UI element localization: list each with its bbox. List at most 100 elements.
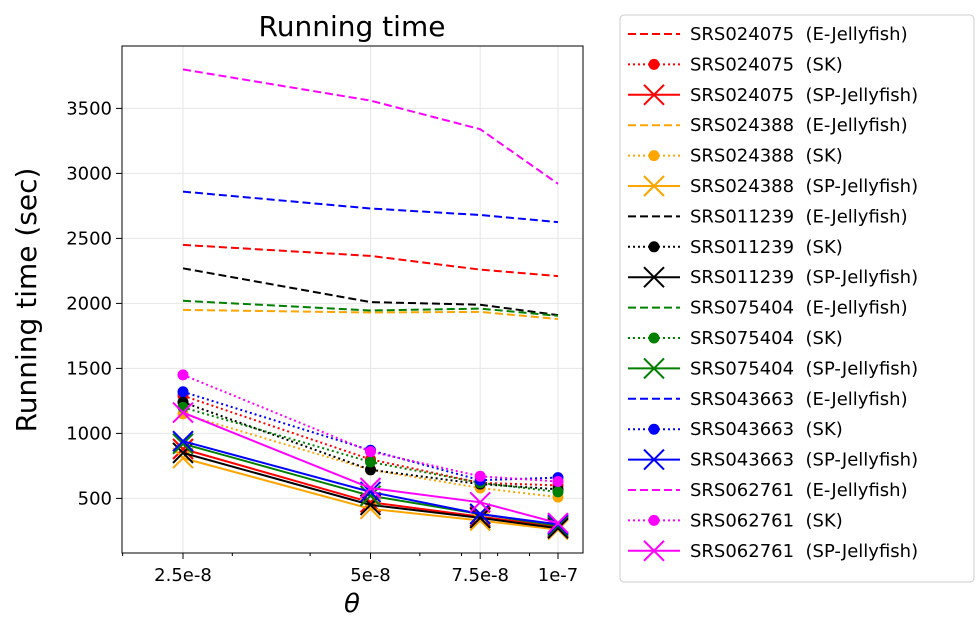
series-9: [182, 299, 559, 317]
legend-marker: [648, 58, 660, 70]
data-point: [469, 507, 491, 529]
legend-marker: [643, 175, 665, 197]
data-point: [552, 476, 564, 487]
legend-label: SRS062761 (SK): [690, 510, 843, 531]
series-15: [182, 68, 559, 185]
legend-marker: [643, 448, 665, 471]
series-line: [182, 457, 559, 531]
data-point-stroke: [469, 509, 491, 532]
series-line: [182, 190, 559, 224]
y-tick-label: 500: [78, 488, 112, 509]
legend-label: SRS024388 (SK): [690, 146, 843, 167]
data-point: [547, 512, 569, 534]
x-tick-label: 2.5e-8: [154, 565, 212, 586]
series-line: [182, 373, 559, 483]
legend-item-15: SRS062761 (E-Jellyfish): [628, 480, 908, 501]
legend-label: SRS075404 (SP-Jellyfish): [690, 358, 918, 379]
legend-marker-stroke: [643, 540, 665, 562]
chart-title: Running time: [259, 10, 446, 43]
series-12: [182, 190, 559, 224]
legend-label: SRS062761 (E-Jellyfish): [690, 480, 908, 501]
legend-item-13: SRS043663 (SK): [628, 419, 843, 440]
series-3: [182, 308, 559, 320]
legend-item-17: SRS062761 (SP-Jellyfish): [628, 540, 918, 562]
legend-label: SRS024075 (E-Jellyfish): [690, 24, 908, 45]
legend-item-9: SRS075404 (E-Jellyfish): [628, 298, 908, 319]
x-tick-label: 5e-8: [350, 565, 390, 586]
series-line: [182, 448, 559, 528]
axes: 2.5e-8 5e-8 7.5e-8 1e-7 500 1000 1500 2000 2500 3…: [66, 98, 578, 586]
series-line: [182, 440, 559, 526]
legend-marker: [643, 540, 665, 562]
legend-box: [619, 14, 975, 583]
legend-item-7: SRS011239 (SK): [628, 237, 843, 258]
series-17: [172, 401, 569, 534]
y-tick-label: 1000: [66, 423, 112, 444]
data-point: [172, 433, 194, 455]
legend-label: SRS024388 (E-Jellyfish): [690, 115, 908, 136]
data-point-stroke: [547, 512, 569, 534]
series-line: [182, 68, 559, 185]
legend-marker: [643, 357, 665, 380]
data-point-stroke: [469, 503, 491, 525]
legend-marker: [648, 514, 660, 526]
legend-label: SRS043663 (E-Jellyfish): [690, 389, 908, 410]
legend-label: SRS062761 (SP-Jellyfish): [690, 541, 918, 562]
plot-series: [172, 68, 569, 541]
legend-item-14: SRS043663 (SP-Jellyfish): [628, 448, 918, 471]
data-point: [469, 491, 491, 514]
legend-label: SRS024075 (SK): [690, 54, 843, 75]
data-point: [552, 486, 564, 498]
legend-item-6: SRS011239 (E-Jellyfish): [628, 206, 908, 227]
legend-marker-stroke: [643, 175, 665, 197]
y-axis-label: Running time (sec): [10, 168, 43, 433]
series-line: [182, 406, 559, 493]
legend-marker-stroke: [643, 448, 665, 471]
series-line: [182, 267, 559, 317]
legend-item-4: SRS024388 (SK): [628, 146, 843, 167]
legend-label: SRS075404 (SK): [690, 328, 843, 349]
legend-marker: [648, 150, 660, 162]
data-point-stroke: [172, 433, 194, 455]
data-point-stroke: [469, 491, 491, 514]
legend-item-3: SRS024388 (E-Jellyfish): [628, 115, 908, 136]
legend-item-1: SRS024075 (SK): [628, 54, 843, 75]
legend-label: SRS024075 (SP-Jellyfish): [690, 85, 918, 106]
x-tick-label: 1e-7: [538, 565, 578, 586]
data-point-stroke: [547, 517, 569, 540]
data-point-stroke: [172, 430, 194, 452]
legend-item-5: SRS024388 (SP-Jellyfish): [628, 175, 918, 197]
legend-marker: [648, 332, 660, 344]
legend-item-10: SRS075404 (SK): [628, 328, 843, 349]
legend-label: SRS043663 (SK): [690, 419, 843, 440]
series-line: [182, 411, 559, 525]
x-axis-label: θ: [344, 589, 360, 618]
data-point: [172, 430, 194, 452]
legend-marker: [643, 84, 665, 106]
legend-marker: [648, 423, 660, 435]
data-point: [469, 503, 491, 525]
data-point: [172, 401, 194, 424]
legend: SRS024075 (E-Jellyfish) SRS024075 (SK) SRS…: [619, 14, 975, 583]
y-tick-label: 2500: [66, 228, 112, 249]
data-point: [359, 477, 382, 499]
legend-marker-stroke: [643, 357, 665, 380]
data-point: [177, 386, 189, 398]
legend-item-11: SRS075404 (SP-Jellyfish): [628, 357, 918, 380]
data-point: [474, 470, 486, 482]
data-point: [365, 456, 376, 468]
legend-label: SRS075404 (E-Jellyfish): [690, 298, 908, 319]
x-tick-label: 7.5e-8: [451, 565, 509, 586]
data-point-stroke: [359, 477, 382, 499]
series-16: [177, 369, 564, 487]
plot-frame: [121, 45, 584, 554]
data-point-stroke: [359, 481, 382, 503]
legend-marker-stroke: [643, 266, 665, 288]
legend-label: SRS011239 (E-Jellyfish): [690, 206, 908, 227]
data-point: [177, 369, 189, 381]
series-line: [182, 308, 559, 320]
series-6: [182, 267, 559, 317]
data-point-stroke: [469, 507, 491, 529]
y-tick-label: 3500: [66, 98, 112, 119]
series-line: [182, 451, 559, 530]
